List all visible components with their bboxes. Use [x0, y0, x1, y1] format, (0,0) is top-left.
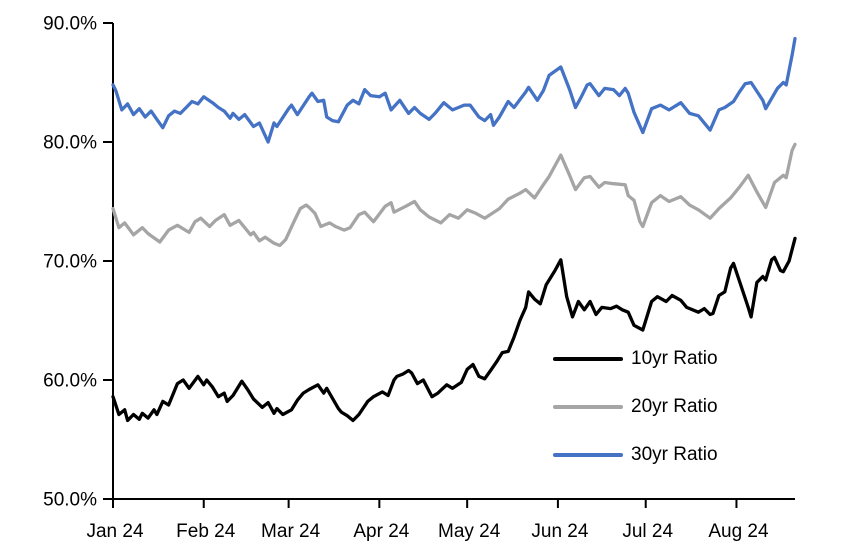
series-line-20yr-ratio: [111, 142, 797, 248]
legend-item-20yr-ratio: 20yr Ratio: [553, 395, 718, 419]
x-axis-tick-label: Jan 24: [86, 521, 143, 542]
legend-label-20yr: 20yr Ratio: [631, 396, 718, 417]
x-axis-tick-label: Jul 24: [622, 521, 673, 542]
x-axis-tick-label: Apr 24: [353, 521, 409, 542]
x-axis-tick-label: Jun 24: [531, 521, 588, 542]
y-axis-tick-label: 70.0%: [43, 252, 97, 273]
legend: 10yr Ratio 20yr Ratio 30yr Ratio: [553, 347, 718, 491]
series-line-30yr-ratio: [111, 36, 797, 144]
x-axis-tick-label: May 24: [438, 521, 501, 542]
x-axis-tick-label: Mar 24: [261, 521, 321, 542]
x-axis-tick-label: Aug 24: [708, 521, 769, 542]
legend-item-30yr-ratio: 30yr Ratio: [553, 443, 718, 467]
legend-swatch-10yr: [553, 357, 623, 361]
y-axis-tick-label: 80.0%: [43, 133, 97, 154]
legend-swatch-20yr: [553, 405, 623, 409]
x-axis-tick-label: Feb 24: [176, 521, 236, 542]
y-axis-tick-label: 50.0%: [43, 490, 97, 511]
y-axis-tick-label: 90.0%: [43, 14, 97, 35]
y-axis-tick-label: 60.0%: [43, 371, 97, 392]
legend-label-10yr: 10yr Ratio: [631, 348, 718, 369]
legend-item-10yr-ratio: 10yr Ratio: [553, 347, 718, 371]
legend-swatch-30yr: [553, 453, 623, 457]
series-line-10yr-ratio: [111, 236, 797, 423]
legend-label-30yr: 30yr Ratio: [631, 444, 718, 465]
